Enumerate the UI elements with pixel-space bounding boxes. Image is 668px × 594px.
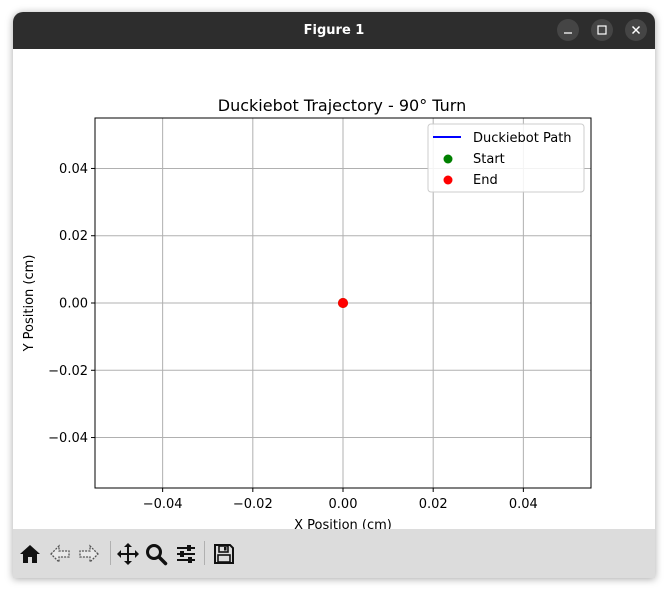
pan-button[interactable] [114, 540, 142, 568]
end-point [338, 298, 348, 308]
legend-path-label: Duckiebot Path [473, 131, 572, 146]
legend-end-label: End [473, 173, 498, 188]
pan-icon [117, 543, 139, 565]
minimize-icon [564, 32, 572, 34]
figure-window: Figure 1 Duckiebot Trajectory - 90° Turn… [13, 12, 655, 578]
x-tick-label: −0.04 [143, 497, 183, 512]
configure-subplots-icon [177, 545, 195, 563]
forward-arrow-icon [79, 544, 99, 564]
close-button[interactable] [625, 19, 647, 41]
x-tick-label: −0.02 [233, 497, 273, 512]
forward-button[interactable] [75, 540, 103, 568]
legend-box [427, 123, 585, 193]
save-button[interactable] [210, 540, 238, 568]
chart-svg: Duckiebot Trajectory - 90° Turn −0.04 −0.… [22, 96, 592, 533]
navigation-toolbar [13, 529, 655, 578]
zoom-button[interactable] [142, 540, 170, 568]
zoom-icon [146, 544, 168, 566]
tick-layer: −0.04 −0.02 0.00 0.02 0.04 −0.04 −0.02 0.00 0.02… [48, 162, 538, 512]
y-tick-label: 0.02 [59, 229, 88, 244]
title-bar[interactable]: Figure 1 [13, 12, 655, 49]
back-button[interactable] [46, 540, 74, 568]
y-tick-label: 0.04 [59, 162, 88, 177]
configure-subplots-button[interactable] [172, 540, 200, 568]
window-title: Figure 1 [303, 23, 365, 38]
y-tick-label: 0.00 [59, 297, 88, 312]
minimize-button[interactable] [557, 19, 579, 41]
maximize-icon [597, 25, 607, 35]
x-axis-label: X Position (cm) [294, 518, 392, 529]
series-layer [338, 298, 348, 308]
close-icon [631, 25, 641, 35]
x-tick-label: 0.00 [329, 497, 358, 512]
x-tick-label: 0.04 [509, 497, 538, 512]
chart-title: Duckiebot Trajectory - 90° Turn [218, 96, 466, 115]
home-button[interactable] [16, 540, 44, 568]
legend-start-label: Start [473, 152, 505, 167]
y-tick-label: −0.02 [48, 364, 88, 379]
y-axis-label: Y Position (cm) [22, 255, 37, 353]
toolbar-separator [204, 541, 205, 565]
toolbar-separator [110, 541, 111, 565]
y-tick-label: −0.04 [48, 431, 88, 446]
grid-lines [95, 118, 591, 488]
back-arrow-icon [50, 544, 70, 564]
legend-start-swatch [443, 154, 453, 164]
legend: Duckiebot Path Start End [427, 123, 585, 193]
figure-canvas[interactable]: Duckiebot Trajectory - 90° Turn −0.04 −0.… [13, 49, 655, 533]
legend-end-swatch [443, 175, 453, 185]
x-tick-label: 0.02 [419, 497, 448, 512]
save-icon [214, 544, 234, 564]
home-icon [20, 545, 40, 563]
maximize-button[interactable] [591, 19, 613, 41]
